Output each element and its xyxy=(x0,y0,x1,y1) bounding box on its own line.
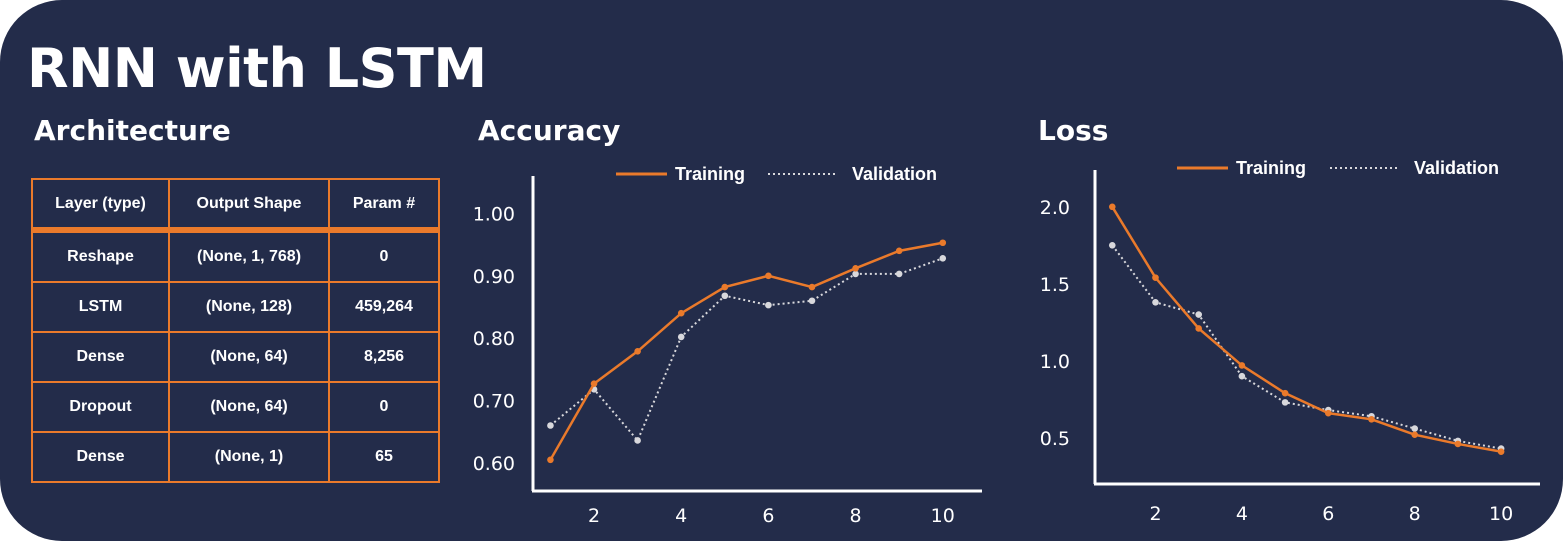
output-shape-cell: (None, 1) xyxy=(168,431,330,483)
param-count-cell: 8,256 xyxy=(328,331,440,383)
column-header-output-shape: Output Shape xyxy=(168,178,330,231)
validation-data-point xyxy=(1108,242,1116,249)
param-count-cell: 65 xyxy=(328,431,440,483)
legend-validation-label: Validation xyxy=(852,164,937,184)
output-shape-cell: (None, 128) xyxy=(168,281,330,333)
validation-data-point xyxy=(895,270,903,278)
layer-type-cell: Dense xyxy=(31,331,170,383)
architecture-title: Architecture xyxy=(34,114,231,147)
x-tick-label: 8 xyxy=(850,505,862,527)
training-data-point xyxy=(1238,362,1246,369)
y-tick-label: 0.70 xyxy=(473,391,515,413)
x-tick-label: 2 xyxy=(1149,503,1161,525)
layer-type-cell: Dropout xyxy=(31,381,170,433)
training-data-point xyxy=(939,239,947,247)
training-data-point xyxy=(895,247,903,255)
training-data-point xyxy=(1108,203,1116,211)
param-count-cell: 459,264 xyxy=(328,281,440,333)
output-shape-cell: (None, 64) xyxy=(168,381,330,433)
legend-validation-label: Validation xyxy=(1414,158,1499,178)
training-data-point xyxy=(677,309,685,317)
y-tick-label: 1.00 xyxy=(473,203,515,225)
training-data-point xyxy=(765,272,772,280)
x-tick-label: 10 xyxy=(931,505,955,527)
legend-training-label: Training xyxy=(1236,158,1306,178)
training-data-point xyxy=(1454,440,1462,448)
architecture-table: Layer (type) Output Shape Param # Reshap… xyxy=(31,178,440,483)
param-count-cell: 0 xyxy=(328,229,440,283)
training-series-line xyxy=(549,241,943,461)
training-data-point xyxy=(1325,409,1332,417)
table-header-row: Layer (type) Output Shape Param # xyxy=(31,178,440,231)
page-title: RNN with LSTM xyxy=(27,37,487,100)
layer-type-cell: LSTM xyxy=(31,281,170,333)
training-data-point xyxy=(634,347,641,355)
validation-data-point xyxy=(1281,399,1289,406)
column-header-layer: Layer (type) xyxy=(31,178,170,231)
validation-data-point xyxy=(1195,311,1202,318)
y-tick-label: 0.80 xyxy=(473,328,515,350)
training-data-point xyxy=(1195,325,1202,332)
x-tick-label: 2 xyxy=(588,505,600,527)
training-data-point xyxy=(1281,389,1289,397)
y-tick-label: 2.0 xyxy=(1040,197,1070,219)
training-data-point xyxy=(721,283,729,291)
validation-series-line xyxy=(1111,244,1502,450)
x-tick-label: 6 xyxy=(1322,503,1334,525)
accuracy-chart-title: Accuracy xyxy=(478,114,621,147)
layer-type-cell: Dense xyxy=(31,431,170,483)
validation-data-point xyxy=(547,422,554,429)
x-tick-label: 10 xyxy=(1489,503,1513,525)
validation-data-point xyxy=(1152,298,1159,306)
validation-data-point xyxy=(852,270,859,278)
output-shape-cell: (None, 1, 768) xyxy=(168,229,330,283)
y-tick-label: 0.5 xyxy=(1040,428,1070,450)
training-series-line xyxy=(1111,206,1502,453)
training-data-point xyxy=(1497,448,1505,455)
table-row: Dropout (None, 64) 0 xyxy=(31,381,440,433)
loss-chart-title: Loss xyxy=(1038,114,1109,147)
table-row: Dense (None, 1) 65 xyxy=(31,431,440,483)
column-header-params: Param # xyxy=(328,178,440,231)
x-tick-label: 4 xyxy=(1236,503,1248,525)
x-tick-label: 8 xyxy=(1409,503,1421,525)
legend-training-label: Training xyxy=(675,164,745,184)
validation-data-point xyxy=(1411,425,1419,432)
table-row: LSTM (None, 128) 459,264 xyxy=(31,281,440,333)
y-tick-label: 1.0 xyxy=(1040,351,1070,373)
x-tick-label: 6 xyxy=(762,505,774,527)
validation-data-point xyxy=(634,437,641,444)
validation-series-line xyxy=(549,257,944,443)
training-data-point xyxy=(547,456,554,464)
table-row: Reshape (None, 1, 768) 0 xyxy=(31,229,440,283)
output-shape-cell: (None, 64) xyxy=(168,331,330,383)
validation-data-point xyxy=(765,301,772,309)
table-row: Dense (None, 64) 8,256 xyxy=(31,331,440,383)
validation-data-point xyxy=(1238,372,1246,380)
y-tick-label: 0.60 xyxy=(473,453,515,475)
training-data-point xyxy=(1411,431,1419,439)
y-tick-label: 1.5 xyxy=(1040,274,1070,296)
training-data-point xyxy=(1152,274,1159,281)
y-tick-label: 0.90 xyxy=(473,266,515,288)
layer-type-cell: Reshape xyxy=(31,229,170,283)
training-data-point xyxy=(852,265,859,272)
validation-data-point xyxy=(677,333,685,341)
validation-data-point xyxy=(721,292,729,300)
validation-data-point xyxy=(808,297,816,305)
training-data-point xyxy=(808,283,816,291)
param-count-cell: 0 xyxy=(328,381,440,433)
x-tick-label: 4 xyxy=(675,505,687,527)
validation-data-point xyxy=(939,255,947,262)
training-data-point xyxy=(590,380,598,388)
training-data-point xyxy=(1368,416,1375,423)
